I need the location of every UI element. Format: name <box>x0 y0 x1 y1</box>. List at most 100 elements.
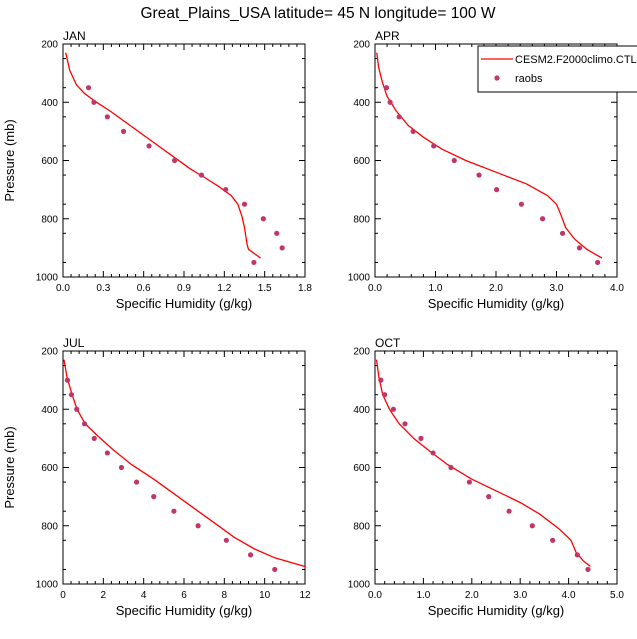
panel-title: APR <box>375 29 400 43</box>
raobs-point <box>396 114 402 120</box>
y-tick-label: 800 <box>41 214 58 225</box>
y-tick-label: 600 <box>353 156 370 167</box>
x-tick-label: 5.0 <box>610 590 624 601</box>
y-tick-label: 1000 <box>348 580 371 591</box>
raobs-point <box>574 552 580 558</box>
x-tick-label: 1.8 <box>298 283 312 294</box>
plot-area <box>63 359 306 573</box>
x-tick-label: 6 <box>181 590 187 601</box>
x-axis-label: Specific Humidity (g/kg) <box>428 296 565 311</box>
y-tick-label: 200 <box>353 40 370 51</box>
raobs-point <box>85 85 92 91</box>
raobs-point <box>198 172 205 178</box>
y-tick-label: 200 <box>353 347 370 358</box>
raobs-point <box>431 143 437 149</box>
y-tick-label: 400 <box>353 98 370 109</box>
y-tick-label: 800 <box>353 214 370 225</box>
model-line <box>63 359 306 568</box>
x-tick-label: 0.3 <box>96 283 110 294</box>
y-tick-label: 800 <box>41 521 58 532</box>
raobs-point <box>171 508 177 514</box>
plot-area <box>376 52 603 266</box>
raobs-point <box>104 450 110 456</box>
raobs-point <box>91 99 97 105</box>
y-tick-label: 600 <box>41 463 58 474</box>
raobs-point <box>134 479 140 485</box>
plot-frame <box>62 43 306 278</box>
plot-area <box>65 52 285 266</box>
y-tick-label: 400 <box>41 98 58 109</box>
x-axis: 0.0 0.3 0.6 0.9 1.2 1.5 1.8 <box>56 44 312 294</box>
raobs-point <box>585 566 591 573</box>
raobs-point <box>378 377 384 383</box>
raobs-point <box>451 157 457 164</box>
x-axis-label: Specific Humidity (g/kg) <box>116 296 253 311</box>
raobs-point <box>506 508 512 514</box>
x-tick-label: 1.0 <box>429 283 443 294</box>
x-tick-label: 4 <box>141 590 147 601</box>
y-tick-label: 200 <box>41 40 58 51</box>
raobs-point <box>550 537 556 543</box>
raobs-point <box>247 552 254 558</box>
x-tick-label: 2.0 <box>465 590 479 601</box>
y-tick-label: 400 <box>353 405 370 416</box>
raobs-point <box>418 435 424 441</box>
raobs-point <box>251 259 257 266</box>
y-tick-label: 600 <box>353 463 370 474</box>
x-tick-label: 1.2 <box>217 283 231 294</box>
x-tick-label: 2.0 <box>489 283 503 294</box>
y-tick-label: 400 <box>41 405 58 416</box>
raobs-point <box>383 85 390 91</box>
raobs-point <box>195 523 201 529</box>
y-tick-label: 1000 <box>348 273 371 284</box>
raobs-point <box>74 406 80 412</box>
model-line <box>375 359 591 568</box>
x-tick-label: 3.0 <box>513 590 527 601</box>
x-tick-label: 2 <box>101 590 107 601</box>
raobs-point <box>223 187 229 193</box>
y-axis: 200 400 600 800 1000 <box>36 40 305 284</box>
y-tick-label: 600 <box>41 156 58 167</box>
raobs-point <box>476 172 482 178</box>
y-tick-label: 800 <box>353 521 370 532</box>
raobs-point <box>241 201 248 207</box>
y-tick-label: 1000 <box>36 273 59 284</box>
raobs-point <box>272 566 278 573</box>
raobs-point <box>576 245 583 251</box>
raobs-point <box>81 421 88 427</box>
raobs-point <box>539 216 546 222</box>
y-axis-label: Pressure (mb) <box>2 426 17 508</box>
y-tick-label: 1000 <box>36 580 59 591</box>
x-tick-label: 0 <box>60 590 66 601</box>
x-axis-label: Specific Humidity (g/kg) <box>116 603 253 618</box>
raobs-point <box>430 450 436 456</box>
legend-box <box>477 45 637 93</box>
legend-label-obs: raobs <box>515 73 543 85</box>
raobs-point <box>171 157 178 164</box>
model-line <box>376 52 603 259</box>
x-tick-label: 0.6 <box>137 283 151 294</box>
raobs-point <box>387 99 393 105</box>
raobs-point <box>559 230 566 236</box>
raobs-point <box>529 523 535 529</box>
panel-oct: OCT 0.0 1.0 2.0 3.0 4.0 5.0 2004006008001000 … <box>348 336 625 618</box>
x-tick-label: 8 <box>222 590 228 601</box>
y-axis: 200 400 600 800 1000 <box>348 347 617 591</box>
panel-title: OCT <box>375 336 401 350</box>
plot-frame <box>374 350 618 585</box>
panel-jul: JUL 0 2 4 6 8 10 12 200 400 600 800 1000 Specific … <box>2 336 311 618</box>
raobs-point <box>104 114 110 120</box>
raobs-point <box>64 377 71 383</box>
y-axis-label: Pressure (mb) <box>2 119 17 201</box>
x-tick-label: 4.0 <box>610 283 624 294</box>
panel-title: JUL <box>63 336 85 350</box>
panel-jan: JAN 0.0 0.3 0.6 0.9 1.2 1.5 1.8 200 400 600 800 10… <box>2 29 312 311</box>
legend: CESM2.F2000climo.CTL raobs <box>477 45 637 93</box>
x-tick-label: 0.0 <box>368 590 382 601</box>
raobs-point <box>146 143 152 149</box>
y-tick-label: 200 <box>41 347 58 358</box>
raobs-point <box>486 494 492 500</box>
x-tick-label: 0.9 <box>177 283 191 294</box>
x-axis-label: Specific Humidity (g/kg) <box>428 603 565 618</box>
raobs-point <box>279 245 285 251</box>
